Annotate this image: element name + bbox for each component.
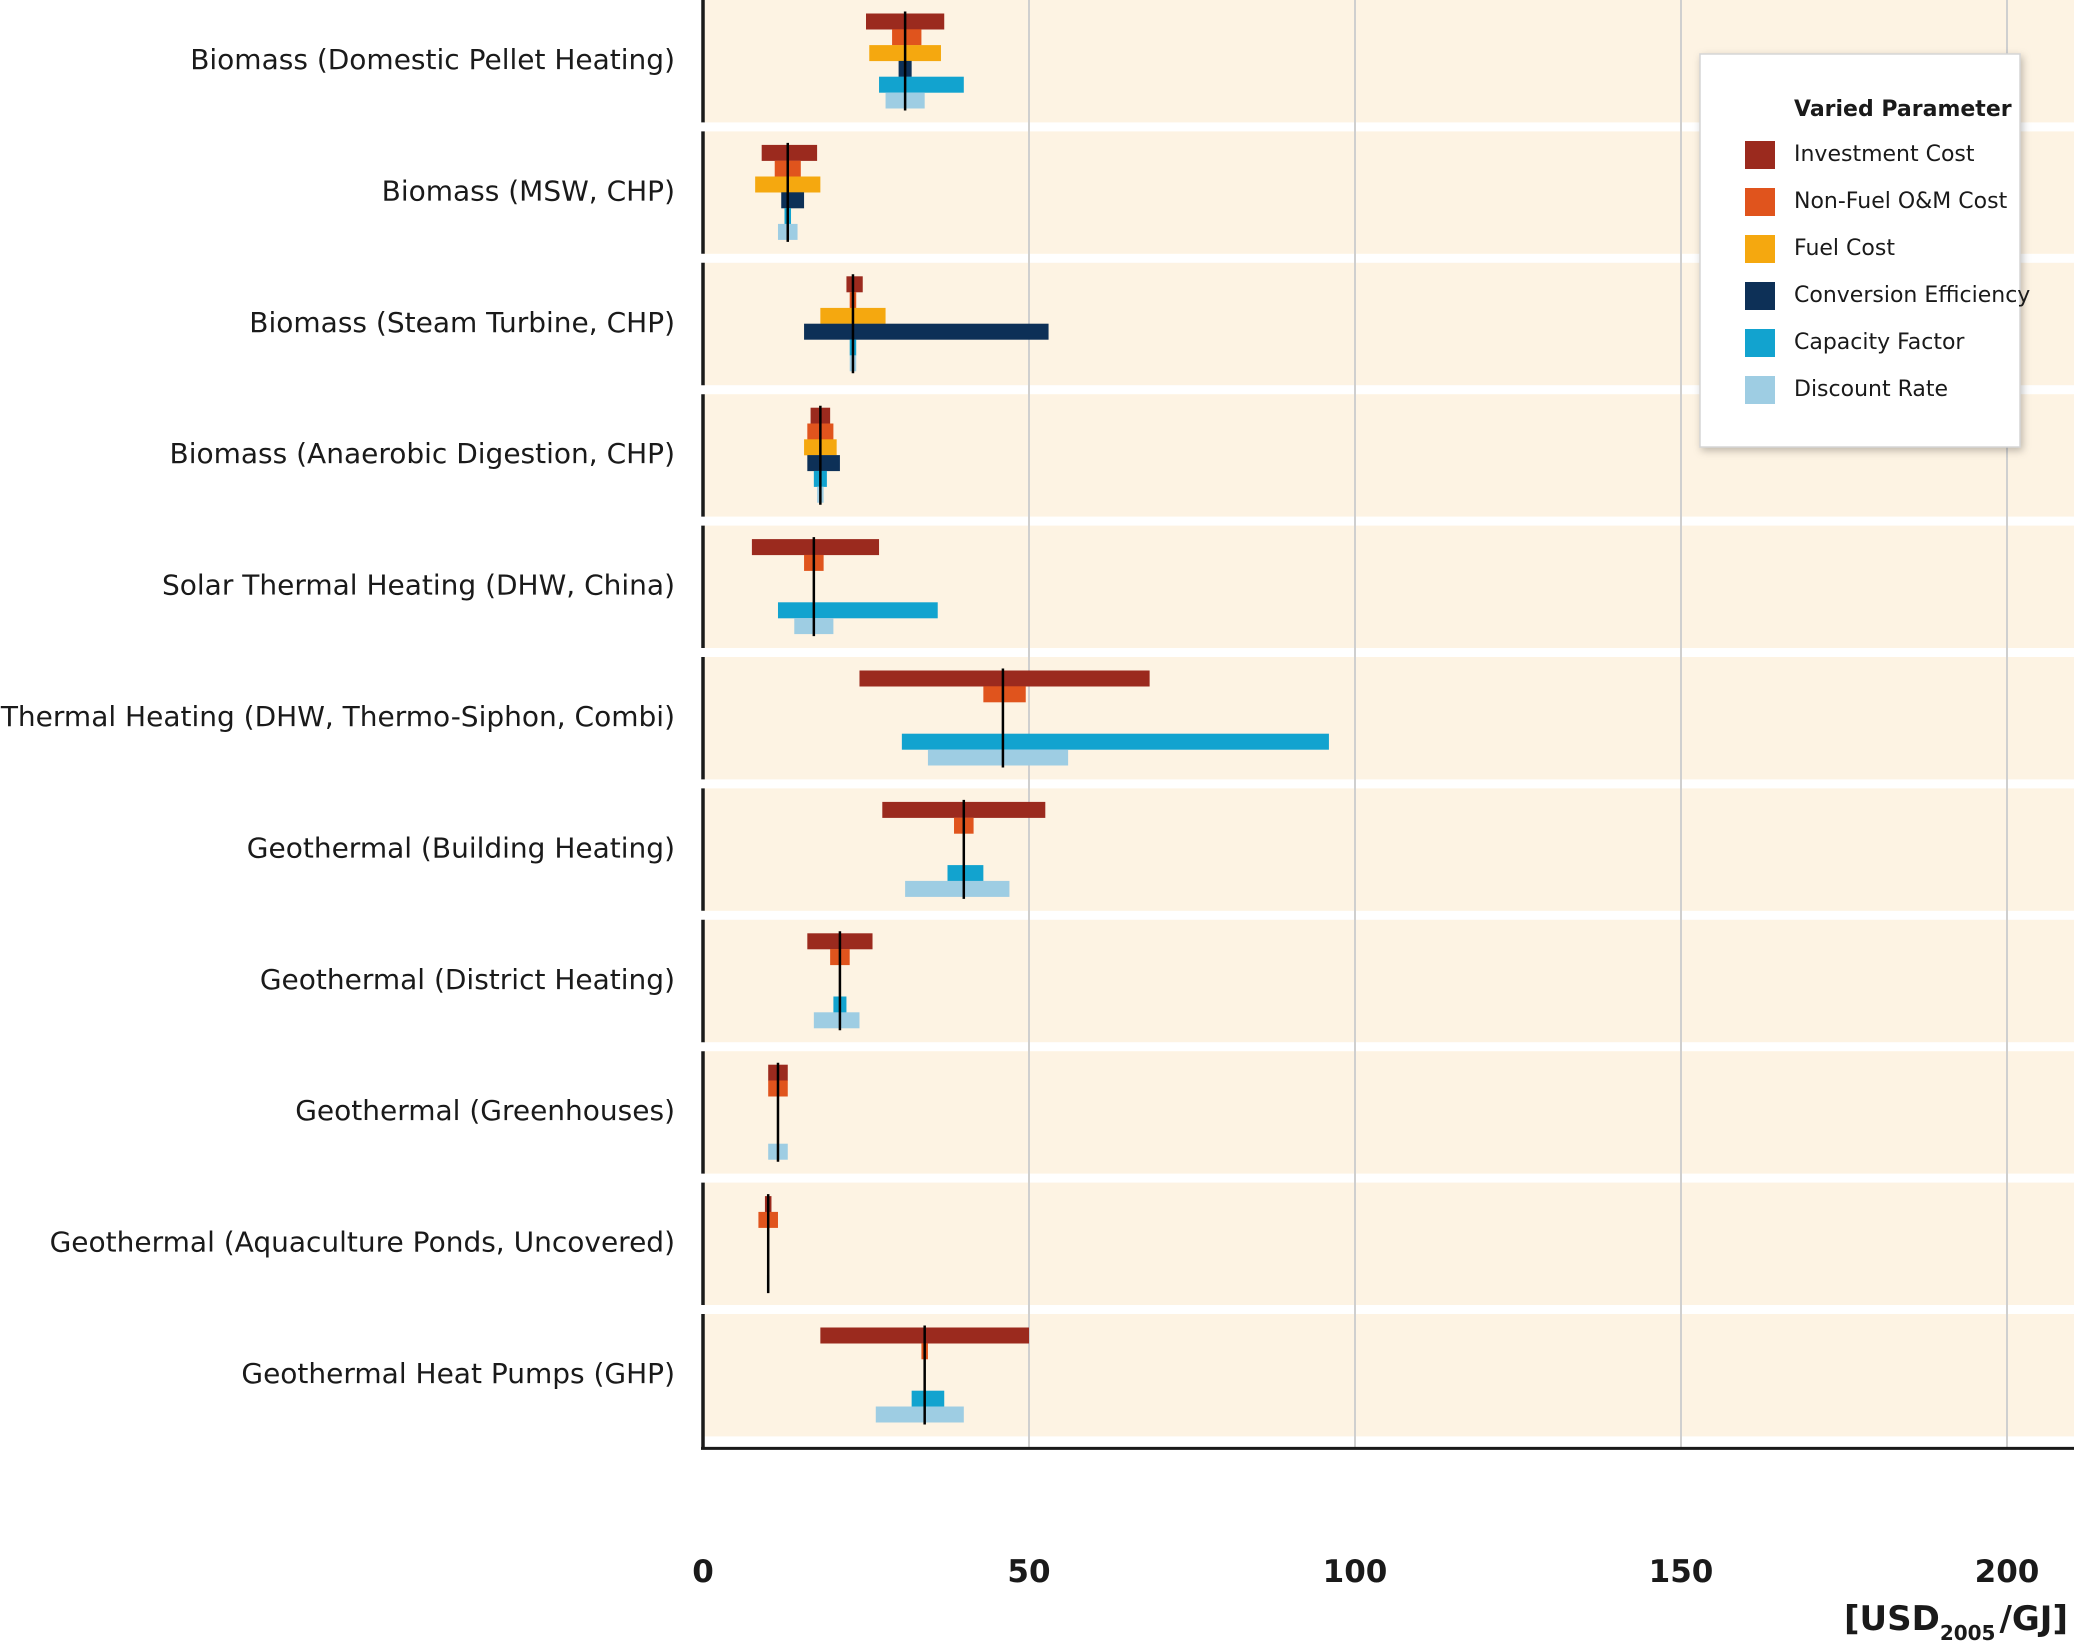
unit-end: /GJ] bbox=[1999, 1599, 2068, 1639]
bar-capacity bbox=[947, 865, 984, 882]
bar-investment bbox=[761, 144, 818, 161]
category-label: Geothermal (Aquaculture Ponds, Uncovered… bbox=[50, 1226, 675, 1259]
legend-label-capacity: Capacity Factor bbox=[1794, 330, 1965, 355]
x-tick-labels: 0 50 100 150 200 bbox=[692, 1554, 2039, 1590]
category-panel bbox=[703, 1051, 2074, 1174]
category-label: Geothermal Heat Pumps (GHP) bbox=[241, 1357, 675, 1390]
legend-label-investment: Investment Cost bbox=[1794, 142, 1975, 167]
unit-main: [USD bbox=[1844, 1599, 1940, 1639]
category-label: Biomass (Domestic Pellet Heating) bbox=[190, 43, 675, 76]
bar-capacity bbox=[879, 76, 964, 93]
x-tick-label: 0 bbox=[692, 1554, 714, 1590]
x-tick-label: 150 bbox=[1649, 1554, 1714, 1590]
category-label: Biomass (Anaerobic Digestion, CHP) bbox=[170, 437, 676, 470]
legend-items: Investment Cost Non-Fuel O&M Cost Fuel Cos… bbox=[1745, 141, 2030, 404]
bar-efficiency bbox=[804, 323, 1049, 340]
bar-om bbox=[892, 29, 922, 46]
category-panel bbox=[703, 525, 2074, 648]
legend-title: Varied Parameter bbox=[1794, 97, 2012, 122]
legend-label-discount: Discount Rate bbox=[1794, 377, 1948, 402]
bar-capacity bbox=[777, 602, 938, 619]
legend: Varied Parameter Investment Cost Non-Fuel… bbox=[1699, 53, 2030, 448]
bar-efficiency bbox=[807, 455, 840, 472]
category-label: Geothermal (District Heating) bbox=[260, 963, 675, 996]
unit-subscript: 2005 bbox=[1940, 1621, 1996, 1642]
legend-swatch-capacity bbox=[1745, 329, 1775, 357]
bar-discount bbox=[875, 1406, 964, 1423]
category-panel bbox=[703, 919, 2074, 1043]
bar-capacity bbox=[901, 733, 1329, 750]
category-label: Solar Thermal Heating (DHW, Thermo-Sipho… bbox=[0, 700, 675, 733]
legend-swatch-om bbox=[1745, 188, 1775, 216]
legend-swatch-efficiency bbox=[1745, 282, 1775, 310]
category-panel bbox=[703, 1182, 2074, 1305]
x-tick-label: 50 bbox=[1007, 1554, 1050, 1590]
bar-discount bbox=[813, 1012, 860, 1029]
bar-capacity bbox=[911, 1390, 945, 1407]
x-axis-unit-label: [USD2005/GJ] bbox=[1844, 1599, 2068, 1642]
legend-label-fuel: Fuel Cost bbox=[1794, 236, 1895, 261]
category-label: Solar Thermal Heating (DHW, China) bbox=[162, 569, 675, 602]
category-label: Geothermal (Building Heating) bbox=[247, 831, 675, 864]
axes bbox=[701, 0, 2074, 1450]
x-tick-label: 100 bbox=[1323, 1554, 1388, 1590]
bar-investment bbox=[859, 670, 1150, 687]
bar-om bbox=[983, 686, 1026, 703]
legend-swatch-investment bbox=[1745, 141, 1775, 169]
bar-investment bbox=[751, 539, 880, 556]
category-labels: Biomass (Domestic Pellet Heating) Biomass… bbox=[0, 43, 675, 1390]
legend-swatch-fuel bbox=[1745, 235, 1775, 263]
legend-swatch-discount bbox=[1745, 376, 1775, 404]
bar-discount bbox=[905, 880, 1010, 897]
bar-discount bbox=[927, 749, 1069, 766]
category-label: Geothermal (Greenhouses) bbox=[295, 1094, 675, 1127]
bar-efficiency bbox=[781, 192, 805, 209]
category-label: Biomass (Steam Turbine, CHP) bbox=[249, 306, 675, 339]
category-label: Biomass (MSW, CHP) bbox=[382, 174, 675, 207]
legend-label-om: Non-Fuel O&M Cost bbox=[1794, 189, 2008, 214]
legend-label-efficiency: Conversion Efficiency bbox=[1794, 283, 2030, 308]
median-lines bbox=[766, 11, 1005, 1425]
bar-investment bbox=[846, 276, 863, 293]
x-tick-label: 200 bbox=[1975, 1554, 2040, 1590]
